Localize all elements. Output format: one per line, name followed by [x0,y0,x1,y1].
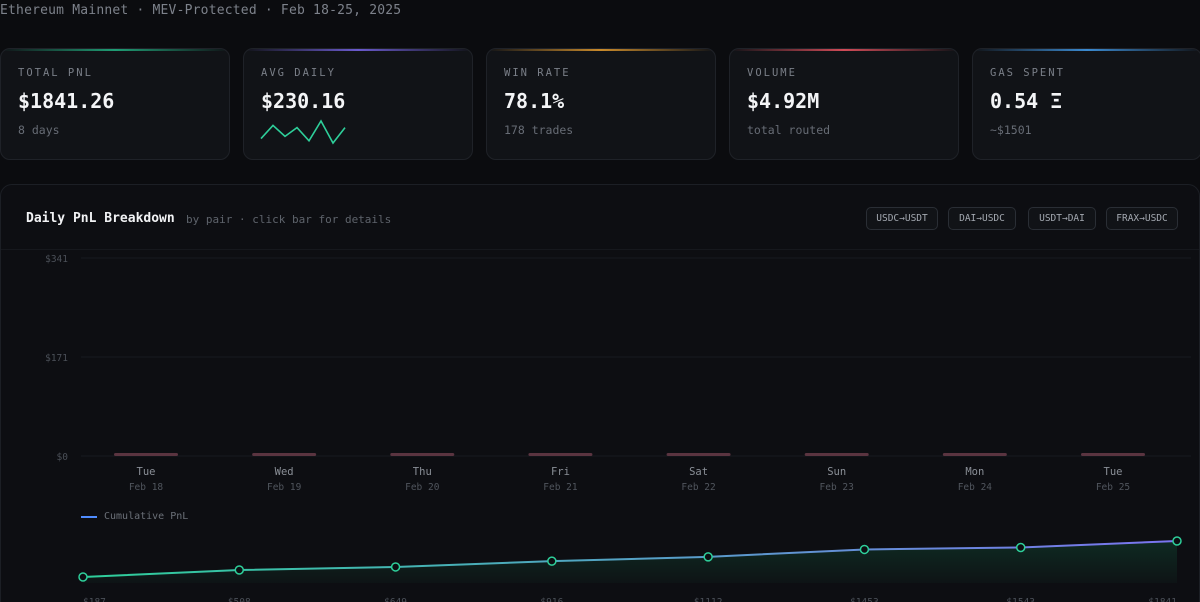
card-accent [487,49,715,51]
cumulative-point-label: $916 [540,597,563,602]
stat-value: 78.1% [504,89,565,113]
y-tick-label: $341 [45,254,68,265]
pnl-bar [942,453,1007,456]
x-tick-date: Feb 22 [681,482,715,493]
cumulative-point [1172,536,1182,546]
cumulative-point-label: $508 [228,597,251,602]
stat-cards: TOTAL PNL $1841.26 8 days AVG DAILY $230… [0,48,1200,160]
x-tick-date: Feb 20 [405,482,440,493]
stat-sub: 178 trades [504,123,574,137]
cumulative-point-label: $649 [384,597,407,602]
cumulative-point-label: $1112 [694,597,723,602]
pnl-bar [252,453,317,456]
pnl-bar [1081,453,1145,456]
daily-pnl-panel: Daily PnL Breakdown by pair · click bar … [0,184,1200,602]
line-legend: Cumulative PnL [81,511,188,522]
x-tick-day: Tue [1104,466,1123,478]
x-tick-date: Feb 19 [267,482,302,493]
cumulative-point [1015,542,1026,553]
sparkline-path [260,119,346,145]
x-tick-day: Sat [689,466,708,478]
x-tick-day: Mon [965,466,984,478]
cumulative-point-label: $1841 [1148,597,1177,602]
cumulative-point [78,572,88,582]
stat-card-avg-daily: AVG DAILY $230.16 [243,48,473,160]
cumulative-point [703,552,713,562]
x-tick-date: Feb 24 [958,482,993,493]
sparkline [260,119,346,145]
legend-label: Cumulative PnL [104,511,189,522]
stat-value: $230.16 [261,89,346,113]
cumulative-line [82,540,1178,578]
x-tick-day: Sun [827,466,846,478]
legend-swatch [81,515,97,518]
stat-label: GAS SPENT [990,67,1065,79]
x-tick-day: Tue [137,466,156,478]
stat-value: $1841.26 [18,89,115,113]
x-tick-date: Feb 25 [1096,482,1130,493]
stat-card-win-rate: WIN RATE 78.1% 178 trades [486,48,716,160]
cumulative-area [83,541,1177,583]
pnl-bar [114,453,178,456]
cumulative-point-label: $1453 [850,597,879,602]
cumulative-point-label: $187 [83,597,106,602]
cumulative-point [547,556,557,566]
pnl-bar [666,453,731,456]
x-tick-day: Wed [275,466,294,478]
cumulative-pnl-line-chart: $187 $508 $649 $916 $1112 $1453 $1543 $1841 [78,536,1182,602]
cumulative-point [859,544,870,555]
y-tick-label: $171 [45,353,68,364]
pnl-bar [528,453,593,456]
pair-filter-usdc-usdt[interactable]: USDC→USDT [866,207,938,230]
cumulative-point-label: $1543 [1006,597,1035,602]
stat-label: VOLUME [747,67,797,79]
card-accent [973,49,1200,51]
card-accent [1,49,229,51]
stat-label: TOTAL PNL [18,67,93,79]
cumulative-point [390,562,401,572]
pair-filter-frax-usdc[interactable]: FRAX→USDC [1106,207,1178,230]
stat-card-gas-spent: GAS SPENT 0.54 Ξ ~$1501 [972,48,1200,160]
stat-sub: ~$1501 [990,123,1032,137]
panel-hint: by pair · click bar for details [186,213,392,226]
y-tick-label: $0 [57,452,69,463]
pnl-bar [804,453,869,456]
daily-pnl-bar-chart: $341 $171 $0 Tue Feb 18 Wed Feb 19 Thu Feb 20 Fri… [45,254,1191,493]
stat-label: WIN RATE [504,67,571,79]
pair-filter-dai-usdc[interactable]: DAI→USDC [948,207,1016,230]
panel-title: Daily PnL Breakdown [26,211,175,226]
stat-sub: 8 days [18,123,60,137]
cumulative-point [234,565,245,575]
x-tick-date: Feb 23 [820,482,854,493]
panel-divider [1,249,1199,250]
stat-value: $4.92M [747,89,820,113]
pair-filter-usdt-dai[interactable]: USDT→DAI [1028,207,1096,230]
stat-card-volume: VOLUME $4.92M total routed [729,48,959,160]
x-tick-date: Feb 21 [543,482,578,493]
x-tick-date: Feb 18 [129,482,164,493]
stat-value: 0.54 Ξ [990,89,1063,113]
stat-card-total-pnl: TOTAL PNL $1841.26 8 days [0,48,230,160]
pnl-bar [390,453,455,456]
card-accent [730,49,958,51]
x-tick-day: Fri [551,466,570,478]
card-accent [244,49,472,51]
stat-sub: total routed [747,123,831,137]
page-subtitle: Ethereum Mainnet · MEV-Protected · Feb 1… [0,3,402,18]
stat-label: AVG DAILY [261,67,336,79]
x-tick-day: Thu [413,466,432,478]
